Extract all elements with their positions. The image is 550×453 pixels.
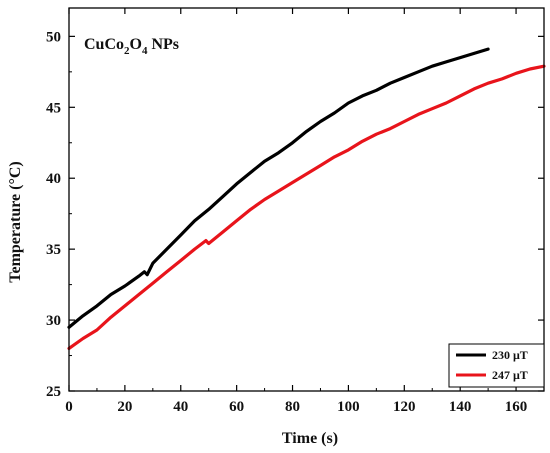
axis-layer: 0 20 40 60 80 100 120 140 160 25 30 35 40 45 50 xyxy=(46,7,545,415)
legend-label-230: 230 μT xyxy=(492,348,528,362)
x-tick-label: 160 xyxy=(505,399,528,415)
x-tick-label: 40 xyxy=(173,399,188,415)
x-axis-label: Time (s) xyxy=(282,430,338,447)
x-tick-label: 0 xyxy=(65,399,73,415)
x-tick-label: 60 xyxy=(229,399,244,415)
y-tick-label: 30 xyxy=(46,313,61,329)
annotation-mid: O xyxy=(130,36,142,53)
plot-layer xyxy=(67,47,546,350)
y-tick-label: 45 xyxy=(46,100,61,116)
x-tick-label: 120 xyxy=(393,399,416,415)
y-tick-label: 50 xyxy=(46,29,61,45)
y-axis-label: Temperature (°C) xyxy=(7,161,24,282)
legend-label-247: 247 μT xyxy=(492,368,528,382)
x-tick-label: 20 xyxy=(117,399,132,415)
y-tick-label: 25 xyxy=(46,384,61,400)
legend-box xyxy=(448,343,545,388)
y-tick-label: 40 xyxy=(46,171,61,187)
y-tick-label: 35 xyxy=(46,242,61,258)
series-line-1 xyxy=(67,47,490,329)
legend: 230 μT 247 μT xyxy=(448,343,545,388)
annotation-tail: NPs xyxy=(147,36,179,53)
sample-annotation: CuCo2O4 NPs xyxy=(84,36,179,57)
annotation-base: CuCo xyxy=(84,36,124,53)
x-tick-label: 100 xyxy=(337,399,360,415)
series-line-2 xyxy=(67,64,546,350)
plot-frame xyxy=(68,7,545,392)
annotation-sub1: 2 xyxy=(124,45,130,57)
annotation-sub2: 4 xyxy=(142,45,148,57)
x-tick-label: 140 xyxy=(449,399,472,415)
x-tick-label: 80 xyxy=(285,399,300,415)
